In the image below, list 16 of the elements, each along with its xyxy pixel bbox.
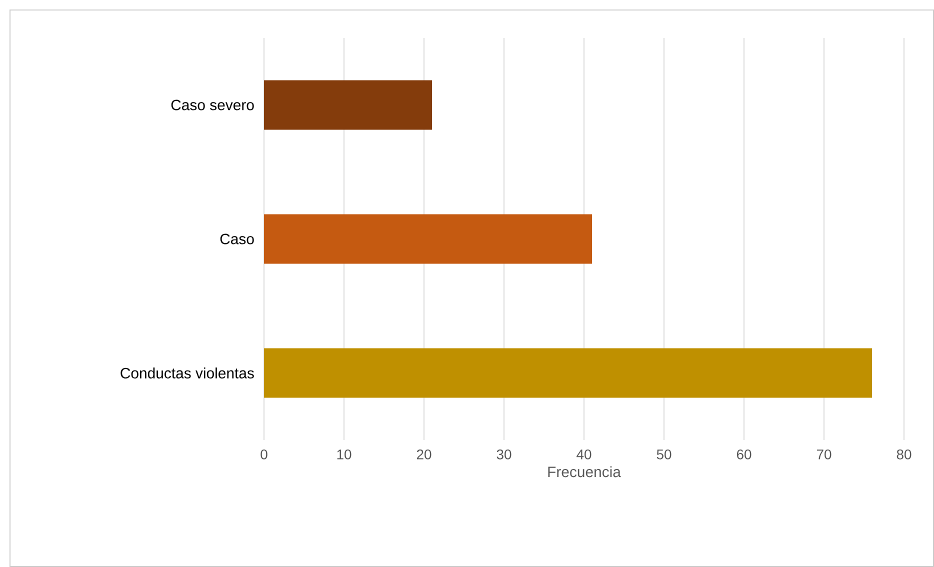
bar	[264, 80, 432, 130]
x-axis-title: Frecuencia	[548, 466, 621, 478]
y-tick-label: Conductas violentas	[120, 368, 254, 378]
y-tick-label: Caso severo	[171, 100, 254, 110]
x-tick-label: 0	[260, 450, 268, 460]
x-tick-label: 50	[656, 450, 672, 460]
bar	[264, 348, 872, 398]
x-tick-label: 80	[896, 450, 912, 460]
bar	[264, 214, 592, 264]
x-tick-label: 10	[337, 450, 352, 460]
x-tick-label: 30	[496, 450, 512, 460]
x-tick-label: 60	[736, 450, 752, 460]
x-tick-label: 70	[816, 450, 832, 460]
y-tick-label: Caso	[220, 234, 254, 244]
x-tick-label: 20	[416, 450, 432, 460]
x-tick-label: 40	[576, 450, 592, 460]
